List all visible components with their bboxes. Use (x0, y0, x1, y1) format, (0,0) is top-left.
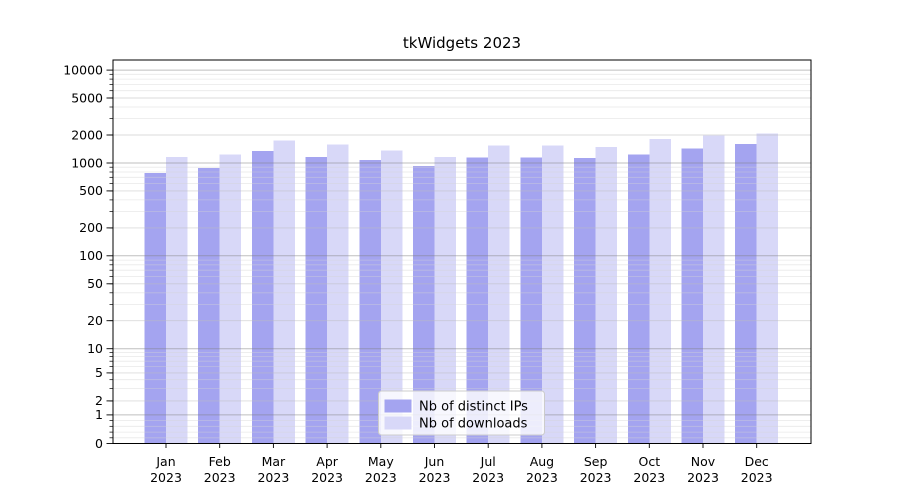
x-tick-label-year: 2023 (257, 470, 289, 485)
bar-dec-downloads (756, 133, 779, 444)
x-tick-label-year: 2023 (633, 470, 665, 485)
x-tick-label-month: Nov (691, 454, 716, 469)
y-tick-label: 100 (79, 248, 103, 263)
x-tick-label-month: Apr (316, 454, 338, 469)
x-tick-label-month: Sep (584, 454, 608, 469)
x-tick-label-month: Oct (638, 454, 660, 469)
plot-frame (112, 59, 812, 444)
y-tick-label: 10 (87, 341, 103, 356)
y-tick-label: 20 (87, 313, 103, 328)
x-tick-label-month: Aug (530, 454, 554, 469)
bar-jun-downloads (434, 157, 456, 444)
x-tick-label-year: 2023 (472, 470, 504, 485)
bar-jul-distinct-ips (466, 157, 489, 444)
bar-jul-downloads (488, 145, 510, 444)
x-tick-label-year: 2023 (365, 470, 397, 485)
y-tick-label: 200 (79, 220, 103, 235)
y-tick-label: 2 (95, 393, 103, 408)
bar-sep-downloads (595, 146, 618, 444)
gridlines-group (113, 69, 811, 439)
x-tick-label-year: 2023 (419, 470, 451, 485)
legend-label-downloads: Nb of downloads (419, 417, 528, 432)
bar-mar-distinct-ips (251, 151, 274, 444)
y-tick-label: 1 (95, 407, 103, 422)
y-tick-label: 50 (87, 276, 103, 291)
x-tick-label-month: Dec (745, 454, 769, 469)
bar-oct-distinct-ips (627, 154, 650, 444)
legend-swatch-distinct-ips (384, 399, 412, 413)
x-tick-label-month: Mar (262, 454, 286, 469)
x-tick-label-month: Feb (209, 454, 231, 469)
y-tick-label: 1000 (71, 155, 103, 170)
bar-nov-downloads (703, 135, 725, 444)
x-tick-label-year: 2023 (580, 470, 612, 485)
legend-box (378, 390, 545, 436)
x-tick-label-year: 2023 (741, 470, 773, 485)
bar-sep-distinct-ips (574, 158, 596, 444)
x-tick-label-year: 2023 (204, 470, 236, 485)
x-axis: Jan2023Feb2023Mar2023Apr2023May2023Jun20… (150, 443, 773, 485)
bar-aug-downloads (541, 145, 564, 444)
bar-jan-downloads (166, 157, 188, 444)
x-tick-label-year: 2023 (150, 470, 182, 485)
bar-apr-distinct-ips (305, 157, 328, 444)
bar-nov-distinct-ips (681, 148, 703, 444)
legend-swatch-downloads (384, 416, 412, 430)
bar-jan-distinct-ips (144, 173, 166, 444)
y-tick-label: 0 (95, 436, 103, 451)
x-tick-label-month: Jan (155, 454, 175, 469)
legend-label-distinct-ips: Nb of distinct IPs (419, 400, 528, 415)
x-tick-label-month: May (368, 454, 394, 469)
y-tick-label: 5000 (71, 90, 103, 105)
bar-aug-distinct-ips (520, 157, 542, 444)
y-tick-label: 10000 (63, 62, 103, 77)
bar-oct-downloads (649, 139, 671, 444)
legend: Nb of distinct IPs Nb of downloads (378, 390, 545, 436)
bar-dec-distinct-ips (735, 143, 757, 444)
bar-feb-distinct-ips (198, 168, 220, 444)
chart-title: tkWidgets 2023 (403, 34, 521, 52)
x-tick-label-year: 2023 (311, 470, 343, 485)
x-tick-label-year: 2023 (526, 470, 558, 485)
bar-apr-downloads (327, 144, 349, 444)
bar-may-downloads (380, 150, 403, 444)
y-tick-label: 5 (95, 365, 103, 380)
bar-mar-downloads (273, 140, 295, 444)
x-tick-label-month: Jun (424, 454, 445, 469)
x-tick-label-month: Jul (480, 454, 496, 469)
y-tick-label: 2000 (71, 127, 103, 142)
x-tick-label-year: 2023 (687, 470, 719, 485)
bar-feb-downloads (219, 154, 242, 444)
y-tick-label: 500 (79, 183, 103, 198)
